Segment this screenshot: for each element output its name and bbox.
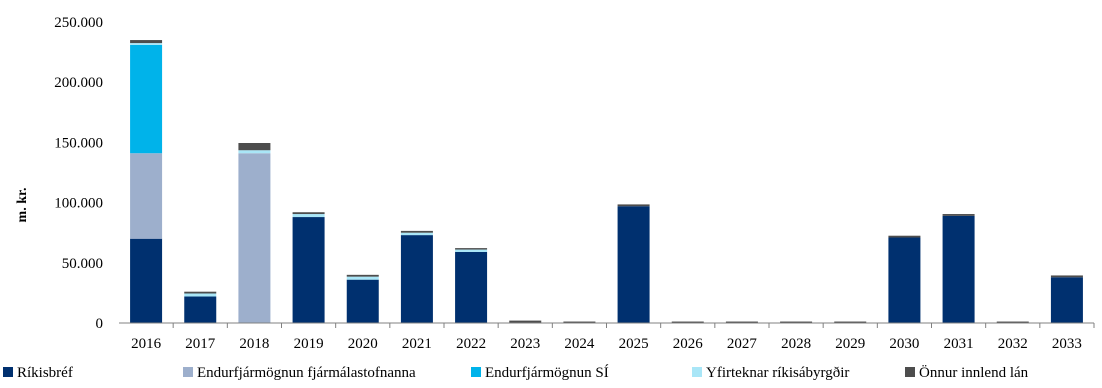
bar-segment (617, 204, 650, 207)
bar-segment (400, 235, 433, 323)
bar-segment (292, 214, 325, 218)
bar-segment (184, 296, 217, 323)
legend-swatch (905, 367, 915, 377)
legend-label: Yfirteknar ríkisábyrgðir (706, 365, 849, 381)
x-tick-label: 2020 (348, 336, 378, 352)
legend-swatch (471, 367, 481, 377)
legend-swatch (692, 367, 702, 377)
bar-segment (996, 321, 1029, 323)
x-tick-label: 2023 (510, 336, 540, 352)
bar-segment (346, 274, 379, 277)
x-tick-label: 2024 (564, 336, 595, 352)
bar-segment (1050, 275, 1083, 278)
bar-segment (942, 215, 975, 323)
x-tick-label: 2018 (239, 336, 269, 352)
bar-segment (346, 279, 379, 323)
x-tick-label: 2028 (781, 336, 811, 352)
bar-segment (834, 321, 867, 323)
bar-segment (942, 214, 975, 216)
bar-segment (238, 143, 271, 151)
bar-segment (184, 293, 217, 297)
legend-label: Endurfjármögnun SÍ (485, 364, 609, 381)
y-tick-label: 100.000 (54, 196, 103, 212)
x-tick-label: 2016 (131, 336, 162, 352)
bar-segment (563, 321, 596, 323)
x-tick-label: 2025 (619, 336, 649, 352)
x-tick-label: 2021 (402, 336, 432, 352)
bar-segment (780, 321, 813, 323)
x-tick-label: 2017 (185, 336, 216, 352)
bar-segment (238, 150, 271, 154)
bar-segment (888, 235, 921, 238)
bar-segment (455, 249, 488, 252)
bar-segment (130, 44, 163, 154)
x-tick-label: 2032 (998, 336, 1028, 352)
bar-segment (455, 251, 488, 323)
x-tick-label: 2029 (835, 336, 865, 352)
bar-segment (509, 320, 542, 323)
bar-segment (1050, 277, 1083, 323)
x-tick-label: 2027 (727, 336, 758, 352)
legend-swatch (183, 367, 193, 377)
x-tick-label: 2031 (944, 336, 974, 352)
y-tick-label: 150.000 (54, 135, 103, 151)
x-axis: 2016 2017 2018 2019 2020 2021 2022 2023 2024 2025… (119, 322, 1095, 352)
x-tick-label: 2022 (456, 336, 486, 352)
y-axis-label: m. kr. (15, 188, 30, 223)
y-tick-label: 200.000 (54, 75, 103, 91)
y-axis: 0 50.000 100.000 150.000 200.000 250.000 (54, 15, 104, 332)
bar-segment (725, 321, 758, 323)
x-tick-label: 2019 (294, 336, 324, 352)
y-tick-label: 250.000 (54, 15, 103, 31)
legend: Ríkisbréf Endurfjármögnun fjármálastofnan… (3, 364, 1029, 381)
legend-swatch (3, 367, 13, 377)
bar-segment (617, 206, 650, 323)
x-tick-label: 2030 (889, 336, 919, 352)
x-tick-label: 2026 (673, 336, 704, 352)
y-tick-label: 50.000 (62, 256, 103, 272)
bar-segment (400, 232, 433, 236)
bar-segment (130, 238, 163, 323)
bars (130, 40, 1083, 323)
bar-segment (346, 276, 379, 280)
bar-segment (888, 237, 921, 323)
bar-segment (400, 230, 433, 233)
legend-label: Ríkisbréf (17, 365, 73, 381)
legend-label: Önnur innlend lán (919, 364, 1029, 381)
bar-segment (130, 43, 163, 45)
bar-segment (455, 248, 488, 250)
bar-segment (292, 212, 325, 215)
legend-label: Endurfjármögnun fjármálastofnanna (197, 365, 416, 381)
bar-segment (184, 291, 217, 294)
bar-segment (130, 40, 163, 44)
bar-segment (238, 153, 271, 323)
bar-segment (292, 217, 325, 323)
y-tick-label: 0 (96, 316, 104, 332)
x-tick-label: 2033 (1052, 336, 1082, 352)
bar-segment (130, 153, 163, 239)
bar-segment (671, 321, 704, 323)
